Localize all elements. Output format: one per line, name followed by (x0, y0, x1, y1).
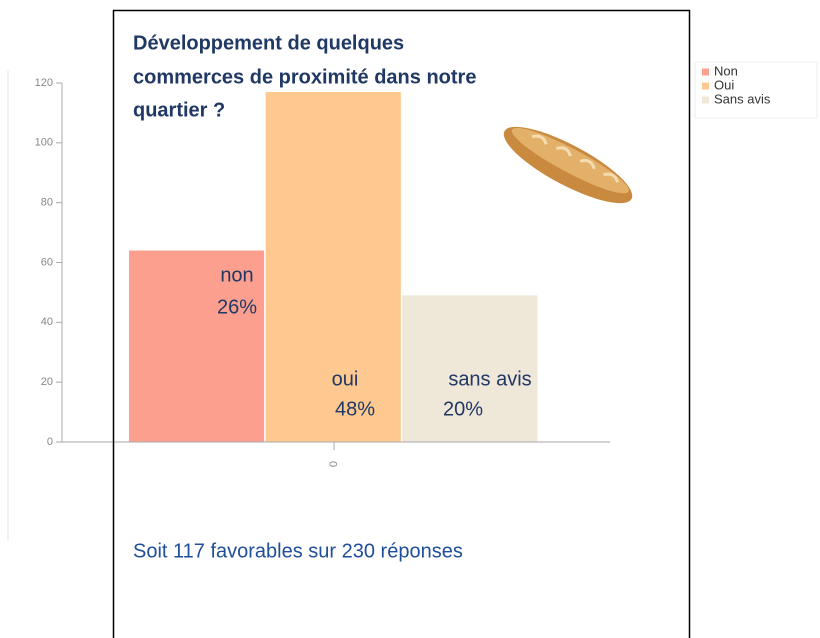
bar (265, 91, 401, 442)
legend-label: Non (714, 63, 738, 78)
plot: 0 20 40 60 80 100 120 0 (35, 77, 610, 467)
y-tick-label: 120 (35, 77, 53, 89)
legend-box (694, 61, 818, 119)
chart-title: commerces de proximité dans notre (133, 66, 476, 88)
frame (112, 9, 691, 638)
legend-swatch (702, 68, 709, 76)
bar (402, 295, 538, 442)
legend-label: Oui (714, 77, 734, 92)
bar (129, 250, 265, 442)
annotation: oui (332, 368, 359, 390)
y-tick-label: 0 (47, 436, 53, 448)
legend-swatch (702, 82, 709, 90)
legend-swatch (702, 96, 709, 104)
annotation: 26% (217, 296, 257, 318)
y-tick-label: 80 (41, 197, 53, 209)
annotation: sans avis (448, 368, 531, 390)
y-tick-label: 20 (41, 376, 53, 388)
annotation: 20% (443, 398, 483, 420)
baguette (503, 126, 633, 204)
legend-label: Sans avis (714, 91, 771, 106)
y-tick-label: 40 (41, 316, 53, 328)
chart-title: Développement de quelques (133, 32, 404, 54)
y-tick-label: 100 (35, 137, 53, 149)
y-tick-label: 60 (41, 256, 53, 268)
footer-note: Soit 117 favorables sur 230 réponses (133, 540, 463, 562)
annotation: non (220, 264, 253, 286)
x-tick-label: 0 (328, 461, 340, 467)
chart-title: quartier ? (133, 99, 225, 121)
annotation: 48% (335, 398, 375, 420)
